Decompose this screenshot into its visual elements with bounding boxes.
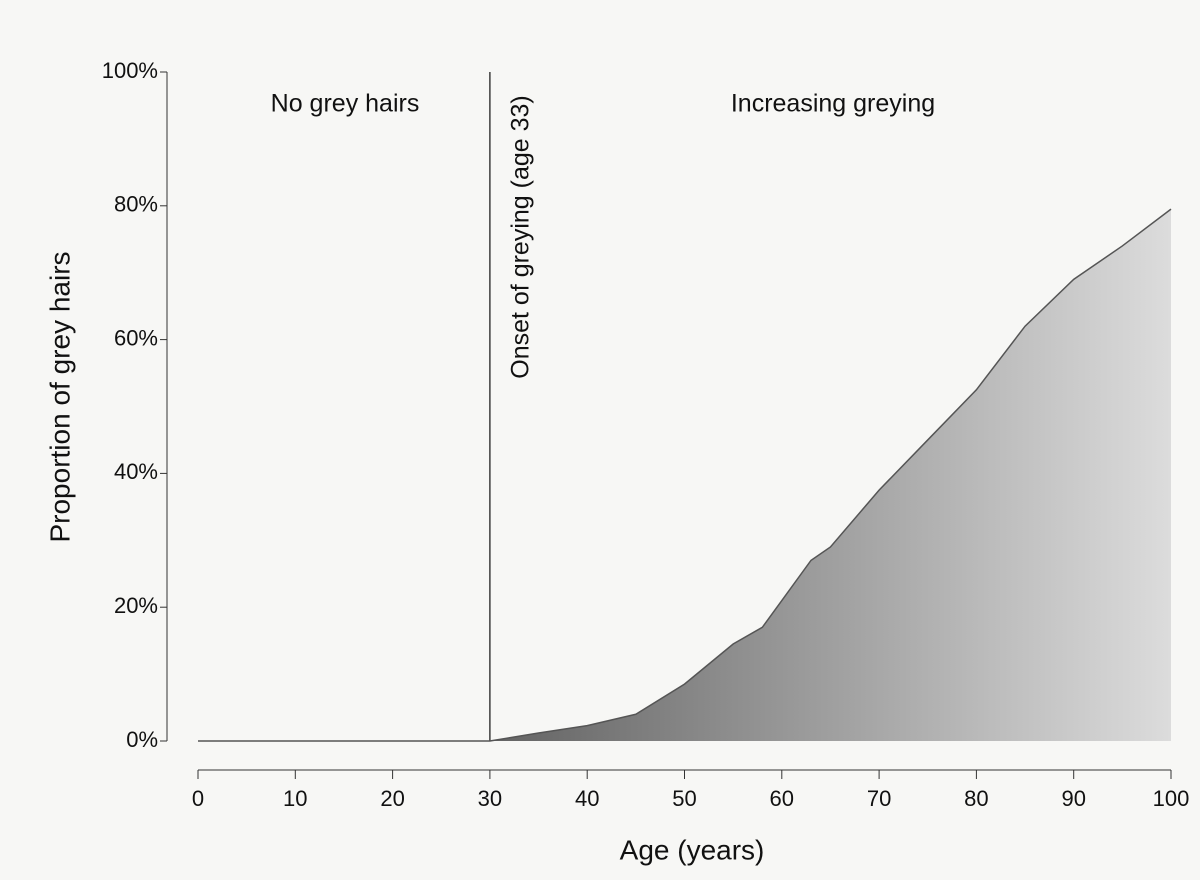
annotation: No grey hairs: [271, 90, 420, 118]
y-tick-label: 0%: [126, 727, 158, 752]
x-axis-label: Age (years): [620, 834, 765, 865]
x-tick-label: 20: [380, 786, 404, 811]
area: [198, 209, 1171, 741]
x-tick-label: 60: [770, 786, 794, 811]
y-tick-label: 100%: [102, 58, 158, 83]
annotation: Onset of greying (age 33): [507, 95, 535, 379]
y-axis-label: Proportion of grey hairs: [44, 251, 75, 542]
x-tick-label: 100: [1153, 786, 1190, 811]
x-tick-label: 10: [283, 786, 307, 811]
area-outline: [198, 208, 1172, 742]
annotation: Increasing greying: [731, 90, 935, 118]
y-tick-label: 40%: [114, 459, 158, 484]
x-tick-label: 0: [192, 786, 204, 811]
y-tick-label: 80%: [114, 192, 158, 217]
x-tick-label: 40: [575, 786, 599, 811]
y-tick-label: 60%: [114, 325, 158, 350]
x-tick-label: 50: [672, 786, 696, 811]
x-tick-label: 80: [964, 786, 988, 811]
x-tick-label: 30: [478, 786, 502, 811]
x-tick-label: 90: [1061, 786, 1085, 811]
y-tick-label: 20%: [114, 593, 158, 618]
x-tick-label: 70: [867, 786, 891, 811]
